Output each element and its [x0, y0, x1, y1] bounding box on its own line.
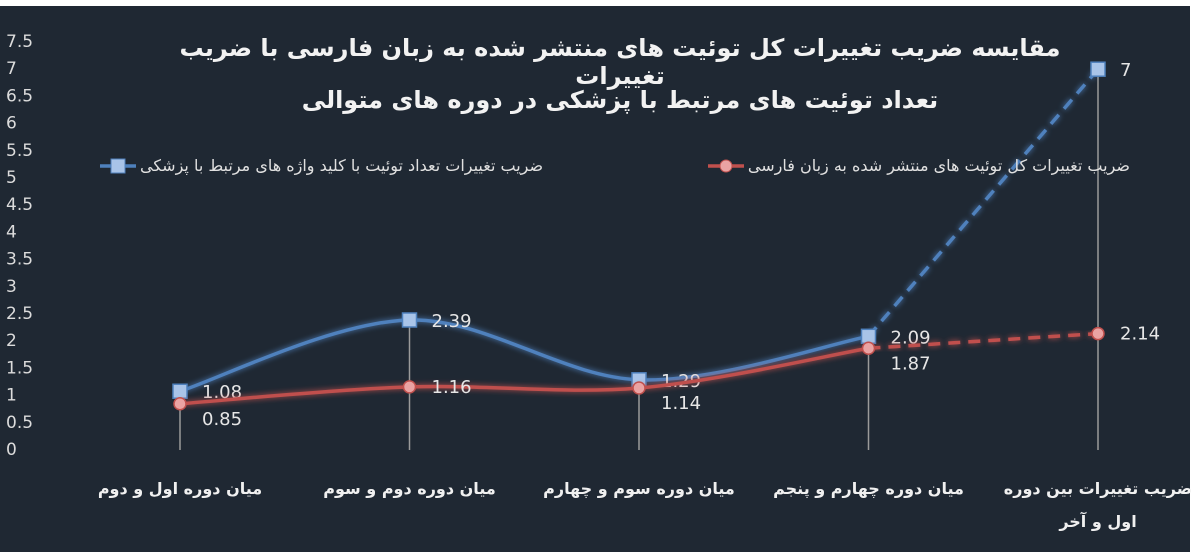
y-tick-label: 7	[6, 59, 17, 79]
y-tick-label: 7.5	[6, 32, 33, 52]
marker	[860, 328, 877, 345]
y-tick-label: 1.5	[6, 358, 33, 378]
chart-title: تعداد توئیت های مرتبط با پزشکی در دوره ه…	[301, 86, 939, 114]
y-tick-label: 5	[6, 168, 17, 188]
data-label: 2.09	[891, 327, 931, 348]
y-tick-label: 2	[6, 331, 17, 351]
data-label: 1.14	[661, 393, 701, 414]
legend-label: ضریب تغییرات کل توئیت های منتشر شده به ز…	[747, 156, 1130, 175]
data-label: 1.29	[661, 371, 701, 392]
series-line	[179, 346, 869, 406]
x-tick-label: میان دوره سوم و چهارم	[543, 479, 735, 498]
x-tick-label: میان دوره اول و دوم	[97, 479, 263, 498]
legend-symbol	[110, 158, 126, 173]
legend-symbol	[719, 159, 733, 172]
data-label: 1.16	[432, 377, 472, 398]
marker	[1090, 61, 1106, 77]
y-tick-label: 6.5	[6, 86, 33, 106]
data-label: 0.85	[202, 409, 242, 430]
series-line-dashed	[868, 331, 1099, 351]
legend: ضریب تغییرات کل توئیت های منتشر شده به ز…	[100, 156, 1130, 175]
marker	[173, 397, 187, 411]
x-tick-label: میان دوره چهارم و پنجم	[773, 479, 964, 498]
legend-item: ضریب تغییرات کل توئیت های منتشر شده به ز…	[707, 156, 1130, 175]
legend-label: ضریب تغییرات تعداد توئیت با کلید واژه ها…	[140, 156, 544, 175]
marker	[402, 380, 417, 394]
y-tick-label: 4	[6, 222, 17, 242]
x-tick-label: ضریب تغییرات بین دوره اول و آخر	[1003, 479, 1193, 531]
data-label: 7	[1120, 60, 1131, 81]
data-label: 1.87	[891, 353, 931, 374]
y-tick-label: 3.5	[6, 250, 33, 270]
background	[0, 6, 1190, 552]
marker	[401, 312, 418, 328]
y-tick-label: 0	[6, 440, 17, 460]
x-tick-label: میان دوره دوم و سوم	[323, 479, 496, 498]
marker	[1091, 326, 1105, 341]
y-tick-label: 5.5	[6, 141, 33, 161]
marker	[632, 381, 646, 395]
legend-marker	[707, 159, 744, 172]
y-tick-label: 3	[6, 277, 17, 297]
y-tick-label: 2.5	[6, 304, 33, 324]
series-line	[179, 318, 869, 393]
y-tick-label: 6	[6, 114, 17, 134]
chart-title: مقایسه ضریب تغییرات کل توئیت های منتشر ش…	[179, 34, 1061, 90]
data-label: 2.14	[1120, 324, 1160, 345]
legend-item: ضریب تغییرات تعداد توئیت با کلید واژه ها…	[100, 156, 543, 175]
marker	[861, 341, 876, 356]
y-tick-label: 1	[6, 386, 17, 406]
series-line-dashed	[867, 68, 1100, 338]
data-label: 2.39	[432, 311, 472, 332]
legend-marker	[100, 158, 136, 173]
marker	[172, 383, 188, 399]
y-tick-label: 4.5	[6, 195, 33, 215]
y-tick-label: 0.5	[6, 413, 33, 433]
